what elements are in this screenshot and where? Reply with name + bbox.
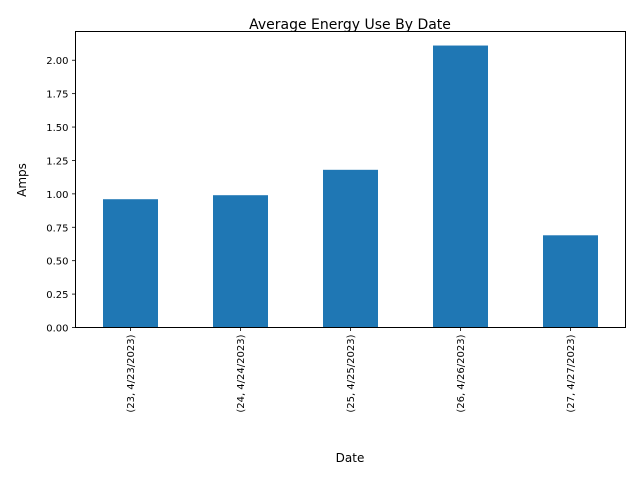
x-tick-label: (25, 4/25/2023) xyxy=(346,334,357,412)
y-tick-label: 1.50 xyxy=(46,123,68,134)
y-tick-label: 2.00 xyxy=(46,56,68,67)
x-axis-label: Date xyxy=(336,451,365,465)
y-axis-label: Amps xyxy=(15,163,29,197)
bar xyxy=(213,195,268,328)
x-axis: (23, 4/23/2023) (24, 4/24/2023) (25, 4/25/… xyxy=(126,327,577,413)
bar xyxy=(433,45,488,328)
y-tick-label: 1.75 xyxy=(46,90,68,101)
chart-title: Average Energy Use By Date xyxy=(249,17,451,33)
x-tick-label: (24, 4/24/2023) xyxy=(236,334,247,412)
y-tick-label: 0.50 xyxy=(46,257,68,268)
plot-frame xyxy=(75,31,626,328)
bars-group xyxy=(103,45,598,328)
y-tick-label: 1.00 xyxy=(46,190,68,201)
y-tick-label: 1.25 xyxy=(46,156,68,167)
x-tick-label: (27, 4/27/2023) xyxy=(566,334,577,412)
x-tick-label: (23, 4/23/2023) xyxy=(126,334,137,412)
bar xyxy=(103,199,158,328)
y-tick-label: 0.75 xyxy=(46,223,68,234)
y-tick-label: 0.00 xyxy=(46,324,68,335)
y-axis: 0.00 0.25 0.50 0.75 1.00 1.25 1.50 1.75 2.00 xyxy=(46,56,76,335)
x-tick-label: (26, 4/26/2023) xyxy=(456,334,467,412)
y-tick-label: 0.25 xyxy=(46,290,68,301)
bar xyxy=(543,235,598,328)
bar xyxy=(323,169,378,328)
